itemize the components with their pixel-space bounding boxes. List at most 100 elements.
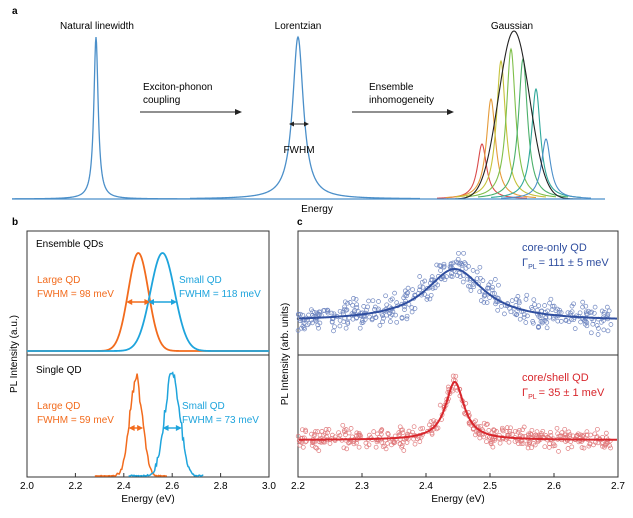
ensemble-small-fwhm: FWHM = 118 meV bbox=[179, 289, 261, 300]
core-shell-data-point bbox=[499, 427, 505, 433]
core-shell-data-point bbox=[551, 441, 556, 447]
core-shell-data-point bbox=[526, 431, 531, 437]
core-shell-data-point bbox=[579, 445, 585, 450]
core-only-data-point bbox=[331, 311, 337, 317]
panel-b-label: b bbox=[12, 217, 18, 228]
core-only-data-point bbox=[571, 301, 576, 307]
core-only-data-point bbox=[394, 319, 400, 325]
core-only-data-point bbox=[525, 313, 530, 319]
core-only-data-point bbox=[369, 317, 375, 323]
core-only-data-point bbox=[430, 285, 436, 291]
core-shell-data-point bbox=[491, 427, 497, 433]
core-shell-data-point bbox=[366, 442, 372, 448]
core-only-data-point bbox=[301, 320, 307, 326]
core-shell-data-point bbox=[499, 425, 505, 431]
core-only-data-point bbox=[417, 274, 423, 279]
core-shell-data-point bbox=[533, 432, 539, 438]
core-only-data-point bbox=[523, 320, 529, 325]
core-shell-data-point bbox=[390, 439, 396, 445]
core-only-data-point bbox=[558, 319, 564, 324]
panel-c-x-tick-label: 2.3 bbox=[355, 481, 369, 492]
core-only-data-point bbox=[558, 310, 564, 315]
core-only-data-point bbox=[547, 300, 552, 306]
core-shell-data-point bbox=[534, 429, 540, 435]
core-only-data-point bbox=[360, 318, 365, 323]
core-only-data-point bbox=[474, 276, 480, 281]
panel-c-x-tick-label: 2.4 bbox=[419, 481, 433, 492]
gaussian-curves bbox=[436, 30, 600, 200]
core-shell-data-point bbox=[384, 441, 390, 446]
core-only-data-point bbox=[402, 288, 408, 294]
core-only-data-point bbox=[317, 309, 322, 315]
core-shell-gamma: ΓPL = 35 ± 1 meV bbox=[522, 387, 605, 401]
ensemble-small-qd-curve bbox=[27, 252, 269, 352]
core-only-data-point bbox=[477, 289, 483, 295]
core-only-data-point bbox=[601, 311, 607, 317]
core-only-data-point bbox=[438, 263, 444, 269]
core-shell-data-point bbox=[371, 429, 377, 434]
core-only-data-point bbox=[383, 293, 388, 299]
core-only-data-point bbox=[302, 326, 307, 332]
core-only-data-point bbox=[428, 292, 434, 298]
gaussian-component-curve bbox=[477, 57, 569, 198]
core-shell-data-point bbox=[484, 439, 489, 444]
core-shell-data-point bbox=[507, 431, 513, 437]
core-shell-data-point bbox=[385, 431, 391, 437]
core-only-data-point bbox=[536, 324, 541, 329]
core-only-data-point bbox=[569, 317, 574, 322]
core-only-data-point bbox=[471, 281, 476, 287]
core-only-gamma: ΓPL = 111 ± 5 meV bbox=[522, 257, 609, 271]
core-only-data-point bbox=[354, 304, 360, 310]
core-only-data-point bbox=[605, 328, 611, 334]
core-shell-data-point bbox=[595, 426, 600, 432]
core-shell-data-point bbox=[342, 428, 347, 433]
core-only-data-point bbox=[460, 279, 466, 285]
core-only-data-point bbox=[404, 316, 410, 322]
core-only-data-point bbox=[457, 261, 462, 267]
panel-c-x-ticks: 2.2 2.3 2.4 2.5 2.6 2.7 bbox=[291, 473, 625, 492]
title-lorentzian: Lorentzian bbox=[275, 21, 322, 32]
core-only-data-point bbox=[583, 303, 589, 309]
single-title: Single QD bbox=[36, 365, 82, 376]
core-only-data-point bbox=[456, 250, 461, 256]
core-shell-data-point bbox=[379, 440, 385, 445]
core-only-data-point bbox=[405, 285, 411, 291]
core-only-data-point bbox=[362, 317, 368, 322]
core-only-data-point bbox=[492, 277, 498, 282]
core-only-data-point bbox=[490, 284, 495, 290]
core-only-data-point bbox=[495, 307, 501, 313]
core-shell-data-point bbox=[490, 444, 496, 450]
natural-linewidth-curve bbox=[12, 36, 210, 200]
core-only-data-point bbox=[305, 322, 311, 328]
core-only-data-point bbox=[439, 276, 444, 282]
core-shell-data-point bbox=[336, 430, 341, 436]
panel-b-fwhm-arrows bbox=[126, 299, 182, 431]
core-only-data-point bbox=[316, 311, 321, 317]
panel-c-frame bbox=[297, 230, 619, 478]
core-only-data-point bbox=[329, 310, 335, 316]
core-only-data-point bbox=[388, 314, 393, 319]
panel-b-x-tick-label: 2.0 bbox=[20, 481, 34, 492]
core-only-data-point bbox=[580, 304, 585, 310]
core-only-data-point bbox=[424, 297, 430, 302]
core-shell-data-point bbox=[538, 432, 544, 438]
panel-b-x-ticks: 2.0 2.2 2.4 2.6 2.8 3.0 bbox=[20, 473, 276, 492]
core-only-data-point bbox=[492, 291, 497, 296]
core-only-data-point bbox=[298, 311, 303, 317]
core-only-data-point bbox=[352, 308, 357, 313]
core-shell-data-point bbox=[504, 429, 510, 434]
core-only-data-point bbox=[441, 263, 447, 269]
panel-b-x-tick-label: 2.8 bbox=[214, 481, 228, 492]
core-only-data-point bbox=[365, 304, 371, 310]
core-only-data-point bbox=[514, 311, 520, 317]
core-only-data-point bbox=[434, 262, 440, 268]
core-only-data-point bbox=[316, 325, 321, 331]
core-only-data-point bbox=[438, 268, 443, 273]
core-shell-data-point bbox=[437, 402, 443, 408]
core-shell-data-point bbox=[418, 426, 424, 432]
core-shell-data-point bbox=[300, 444, 306, 450]
core-only-data-point bbox=[394, 300, 400, 305]
core-shell-data-point bbox=[382, 443, 388, 449]
core-only-data-point bbox=[496, 282, 501, 288]
arrow2-label-line1: Ensemble bbox=[369, 82, 414, 93]
